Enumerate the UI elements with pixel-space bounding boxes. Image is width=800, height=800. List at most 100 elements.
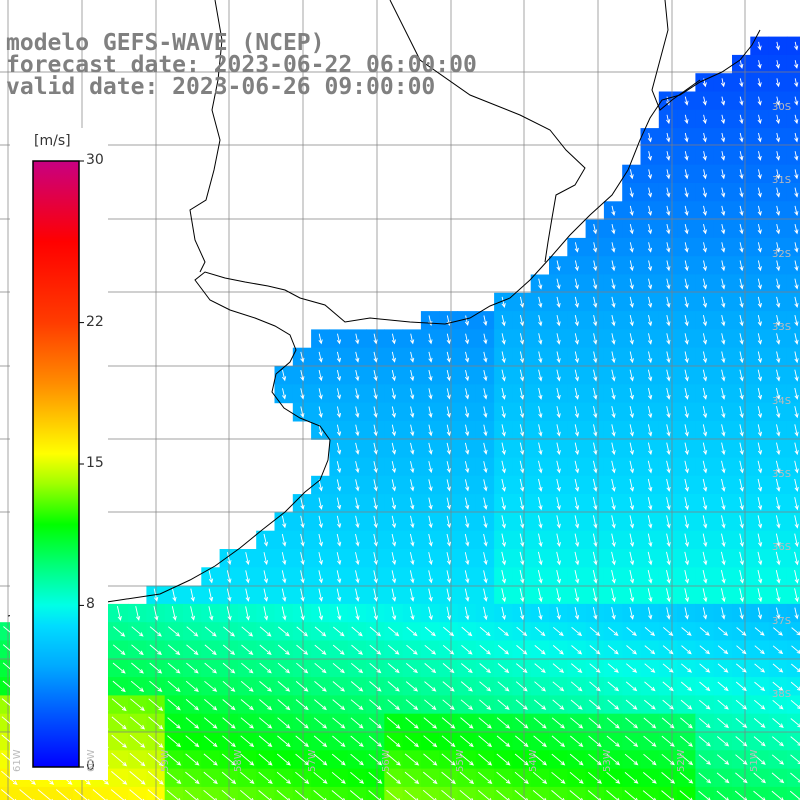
wind-arrow xyxy=(794,278,799,290)
wind-arrow xyxy=(388,626,400,637)
wind-arrow xyxy=(410,370,415,382)
wind-arrow xyxy=(702,569,708,584)
wind-arrow xyxy=(538,460,543,474)
wind-arrow xyxy=(757,569,763,584)
wind-arrow xyxy=(336,406,342,419)
wind-arrow xyxy=(739,551,744,566)
wind-arrow xyxy=(112,662,126,674)
wind-arrow xyxy=(355,533,360,547)
wind-arrow xyxy=(757,132,762,143)
wind-arrow xyxy=(281,552,287,566)
wind-arrow xyxy=(757,333,762,345)
wind-arrow xyxy=(149,680,163,692)
wind-arrow xyxy=(37,789,53,800)
wind-arrow xyxy=(666,315,671,327)
wind-arrow xyxy=(167,644,181,656)
wind-arrow xyxy=(355,570,360,584)
wind-arrow xyxy=(772,663,784,673)
wind-arrow xyxy=(757,315,762,327)
wind-arrow xyxy=(387,699,400,711)
field-cell xyxy=(311,786,330,800)
wind-arrow xyxy=(794,460,799,474)
wind-arrow xyxy=(647,569,653,584)
wind-arrow xyxy=(314,699,327,711)
wind-arrow xyxy=(355,552,360,566)
field-cell xyxy=(786,585,800,605)
wind-arrow xyxy=(461,663,473,674)
wind-arrow xyxy=(666,278,671,290)
wind-arrow xyxy=(606,771,621,784)
wind-arrow xyxy=(204,699,218,711)
wind-arrow xyxy=(721,369,726,382)
wind-arrow xyxy=(350,717,364,729)
wind-arrow xyxy=(794,442,799,456)
field-cell xyxy=(786,347,800,367)
wind-arrow xyxy=(148,734,164,748)
wind-arrow xyxy=(644,627,656,636)
field-cell xyxy=(750,786,770,800)
wind-arrow xyxy=(794,224,799,235)
wind-arrow xyxy=(776,387,781,400)
wind-arrow xyxy=(772,645,784,655)
wind-arrow xyxy=(423,717,438,729)
wind-arrow xyxy=(629,406,634,419)
wind-arrow xyxy=(331,771,346,784)
wind-arrow xyxy=(185,717,200,729)
wind-arrow xyxy=(593,406,598,419)
wind-arrow xyxy=(556,551,561,566)
wind-arrow xyxy=(277,717,291,729)
wind-arrow xyxy=(465,424,470,437)
wind-arrow xyxy=(300,370,305,382)
wind-arrow xyxy=(240,699,254,711)
wind-arrow xyxy=(459,771,475,785)
wind-arrow xyxy=(373,333,378,345)
wind-arrow xyxy=(167,717,181,729)
wind-arrow xyxy=(757,151,762,161)
wind-arrow xyxy=(483,533,488,547)
wind-arrow xyxy=(611,607,616,620)
field-cell xyxy=(439,786,459,800)
wind-arrow xyxy=(442,644,455,655)
wind-arrow xyxy=(552,699,565,710)
wind-arrow xyxy=(666,406,671,419)
wind-arrow xyxy=(684,242,689,253)
wind-arrow xyxy=(666,569,671,584)
wind-arrow xyxy=(281,570,287,584)
wind-arrow xyxy=(147,789,163,800)
wind-arrow xyxy=(720,551,726,566)
wind-arrow xyxy=(739,569,744,584)
wind-arrow xyxy=(552,645,564,655)
field-cell xyxy=(786,658,800,678)
wind-arrow xyxy=(446,424,451,437)
wind-arrow xyxy=(464,497,470,510)
wind-arrow xyxy=(263,606,269,621)
wind-arrow xyxy=(644,645,656,655)
wind-arrow xyxy=(351,662,364,674)
wind-arrow xyxy=(629,205,634,216)
wind-arrow xyxy=(373,606,378,621)
wind-arrow xyxy=(300,406,305,419)
wind-arrow xyxy=(629,569,635,584)
wind-arrow xyxy=(593,387,598,400)
field-cell xyxy=(567,786,587,800)
wind-arrow xyxy=(721,478,726,492)
wind-arrow xyxy=(391,333,396,345)
wind-arrow xyxy=(277,699,291,711)
wind-arrow xyxy=(501,551,507,566)
wind-arrow xyxy=(684,607,689,620)
wind-arrow xyxy=(300,552,305,566)
wind-arrow xyxy=(629,224,634,235)
wind-arrow xyxy=(570,717,584,729)
wind-arrow xyxy=(753,790,766,800)
wind-arrow xyxy=(629,351,634,364)
wind-arrow xyxy=(428,552,433,566)
longitude-label: 53W xyxy=(602,749,613,772)
wind-arrow xyxy=(647,278,653,290)
wind-arrow xyxy=(611,442,616,456)
wind-arrow xyxy=(647,169,653,180)
wind-arrow xyxy=(538,333,543,345)
wind-arrow xyxy=(794,387,799,400)
wind-arrow xyxy=(757,424,763,437)
field-cell xyxy=(73,786,93,800)
wind-arrow xyxy=(519,460,525,474)
